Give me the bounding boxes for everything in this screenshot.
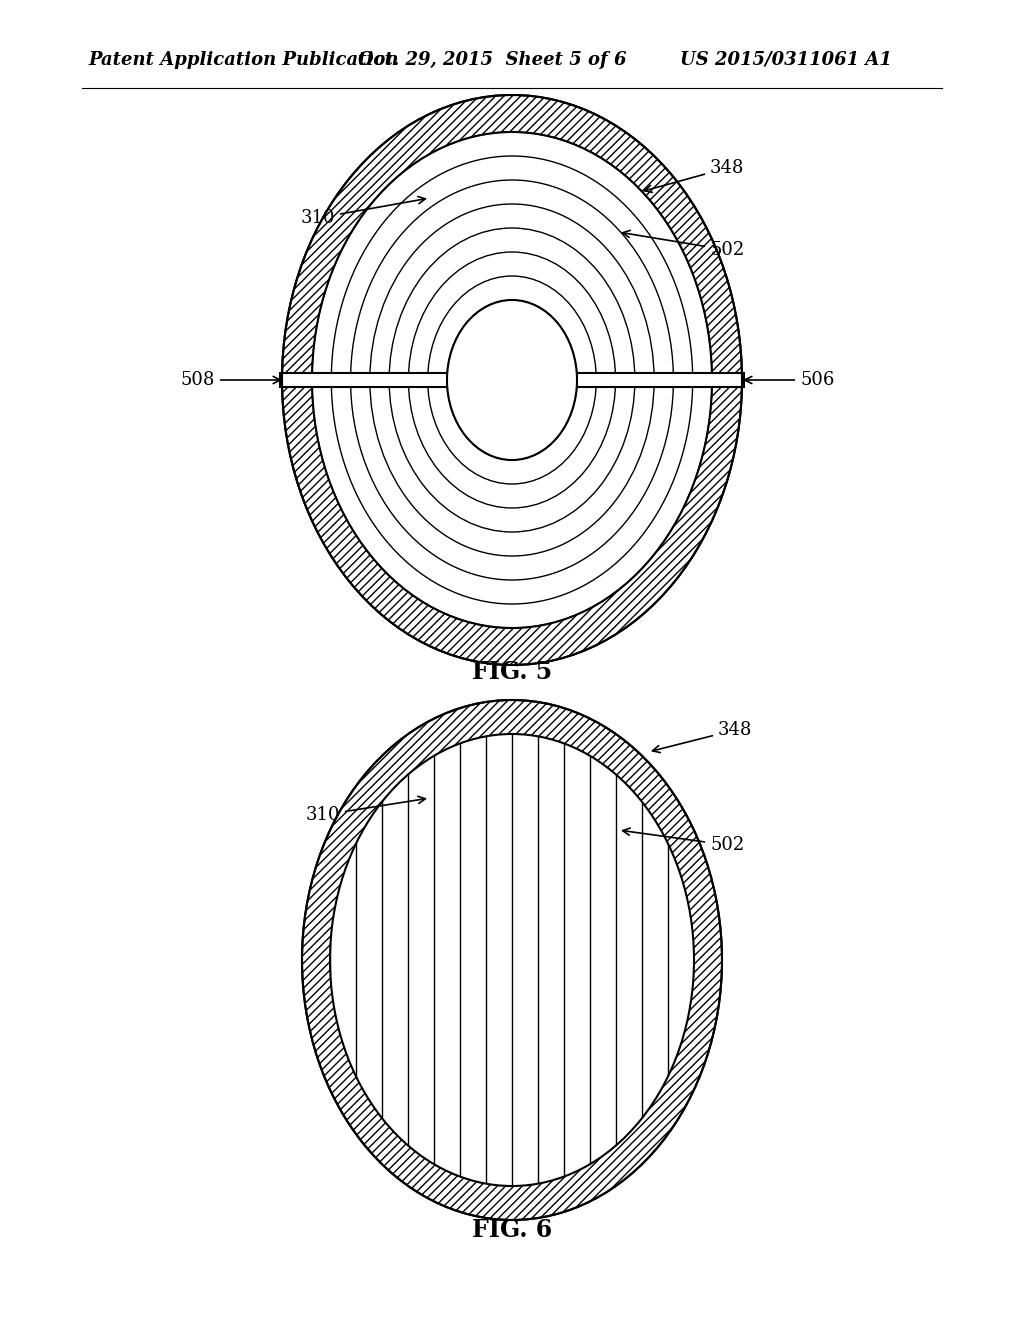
Ellipse shape — [447, 300, 577, 459]
Polygon shape — [280, 374, 744, 387]
Text: 348: 348 — [644, 158, 744, 193]
Ellipse shape — [282, 95, 742, 665]
Ellipse shape — [302, 700, 722, 1220]
Text: 310: 310 — [300, 197, 425, 227]
Text: 502: 502 — [623, 828, 744, 854]
Text: FIG. 5: FIG. 5 — [472, 660, 552, 684]
Text: 508: 508 — [180, 371, 281, 389]
Text: 310: 310 — [305, 796, 425, 824]
Text: 502: 502 — [623, 231, 744, 259]
Text: Oct. 29, 2015  Sheet 5 of 6: Oct. 29, 2015 Sheet 5 of 6 — [358, 51, 627, 69]
Text: 506: 506 — [744, 371, 835, 389]
Text: 348: 348 — [652, 721, 753, 752]
Ellipse shape — [302, 700, 722, 1220]
Text: US 2015/0311061 A1: US 2015/0311061 A1 — [680, 51, 892, 69]
Text: FIG. 6: FIG. 6 — [472, 1218, 552, 1242]
Ellipse shape — [330, 734, 694, 1185]
Text: Patent Application Publication: Patent Application Publication — [88, 51, 398, 69]
Ellipse shape — [282, 95, 742, 665]
Ellipse shape — [312, 132, 712, 628]
